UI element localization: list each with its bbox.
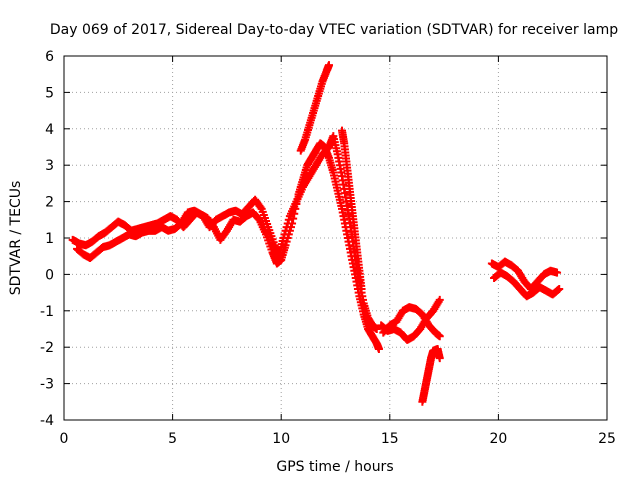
x-tick-label: 10 (272, 431, 290, 447)
data-point (435, 332, 444, 341)
y-tick-label: 5 (45, 85, 54, 101)
data-point (290, 209, 299, 218)
series-5 (379, 303, 444, 341)
data-point (288, 219, 297, 228)
data-point (291, 204, 300, 213)
data-point (324, 61, 333, 70)
series-3 (338, 126, 366, 293)
axis-ticks (63, 55, 608, 421)
y-tick-label: -3 (40, 377, 54, 393)
series-7 (487, 257, 562, 293)
x-tick-label: 0 (60, 431, 69, 447)
y-tick-labels: -4 -3 -2 -1 0 1 2 3 4 5 6 (40, 49, 54, 429)
data-point (357, 284, 366, 293)
y-tick-label: -2 (40, 340, 54, 356)
chart-title: Day 069 of 2017, Sidereal Day-to-day VTE… (50, 22, 618, 38)
x-tick-label: 5 (168, 431, 177, 447)
data-point (553, 268, 562, 277)
data-point (292, 200, 301, 209)
y-tick-label: 4 (45, 122, 54, 138)
y-tick-label: 3 (45, 158, 54, 174)
data-point (374, 345, 383, 354)
y-tick-label: 6 (45, 49, 54, 65)
y-tick-label: -4 (40, 413, 54, 429)
x-tick-label: 15 (381, 431, 399, 447)
data-point (256, 203, 265, 212)
y-tick-label: 2 (45, 195, 54, 211)
series-8 (490, 268, 564, 301)
x-tick-label: 25 (598, 431, 616, 447)
x-tick-label: 20 (489, 431, 507, 447)
y-axis-label: SDTVAR / TECUs (8, 181, 24, 296)
data-points (68, 61, 564, 406)
series-4 (377, 295, 444, 344)
grid (64, 56, 607, 420)
y-tick-label: 0 (45, 267, 54, 283)
data-point (372, 325, 381, 333)
x-tick-labels: 0 5 10 15 20 25 (60, 431, 616, 447)
y-tick-label: 1 (45, 231, 54, 247)
data-point (435, 295, 444, 304)
x-axis-label: GPS time / hours (276, 459, 393, 475)
data-point (435, 354, 444, 363)
data-point (289, 214, 298, 223)
y-tick-label: -1 (40, 304, 54, 320)
data-point (555, 284, 564, 293)
series-6 (418, 345, 444, 406)
data-point (293, 195, 302, 204)
series-2 (296, 61, 333, 155)
series-1 (73, 139, 383, 354)
plot-frame (63, 55, 608, 421)
